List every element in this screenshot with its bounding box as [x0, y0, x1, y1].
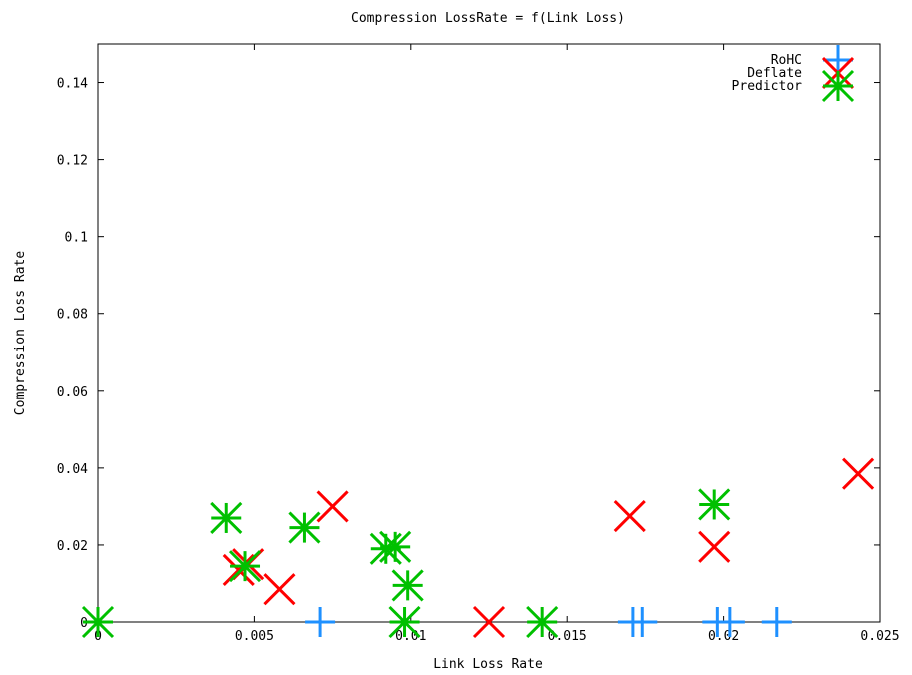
y-tick-label: 0.06	[57, 385, 88, 400]
y-tick-1: 0.02	[57, 539, 880, 554]
y-tick-6: 0.12	[57, 154, 880, 169]
plot-area-frame	[97, 43, 881, 623]
y-tick-2: 0.04	[57, 462, 880, 477]
y-tick-label: 0.02	[57, 539, 88, 554]
x-tick-5: 0.025	[860, 44, 900, 644]
data-point	[613, 499, 646, 533]
x-tick-label: 0.015	[548, 629, 587, 644]
y-tick-label: 0.04	[57, 462, 88, 477]
data-point	[698, 530, 731, 563]
data-point	[210, 501, 243, 535]
y-tick-label: 0.14	[57, 77, 88, 92]
x-tick-4: 0.02	[708, 44, 739, 644]
y-tick-5: 0.1	[65, 231, 880, 246]
y-tick-7: 0.14	[57, 77, 880, 92]
x-tick-label: 0.005	[235, 629, 274, 644]
data-point	[698, 488, 731, 521]
y-tick-3: 0.06	[57, 385, 880, 400]
data-point	[222, 553, 255, 587]
y-tick-4: 0.08	[57, 308, 880, 323]
data-point	[228, 550, 262, 583]
data-point	[305, 607, 336, 637]
series-predictor	[81, 488, 731, 639]
legend-entry-predictor: Predictor	[732, 69, 855, 103]
data-point	[379, 530, 412, 563]
legend-marker	[821, 69, 855, 103]
y-tick-label: 0.1	[65, 231, 88, 246]
data-point	[391, 569, 424, 602]
x-tick-2: 0.01	[395, 44, 426, 644]
data-marks	[81, 457, 875, 639]
data-point	[627, 607, 658, 637]
y-tick-label: 0.08	[57, 308, 88, 323]
chart-title: Compression LossRate = f(Link Loss)	[351, 11, 625, 26]
y-tick-label: 0.12	[57, 154, 88, 169]
data-point	[714, 607, 745, 637]
legend-entry-rohc: RoHC	[771, 45, 853, 75]
series-rohc	[305, 607, 792, 637]
legend-label: Predictor	[732, 79, 803, 94]
data-point	[263, 573, 296, 606]
legend-marker	[823, 45, 853, 75]
data-point	[288, 511, 321, 544]
data-point	[842, 457, 875, 490]
y-axis-label: Compression Loss Rate	[13, 251, 28, 416]
data-point	[388, 605, 421, 639]
axis-ticks: 0 0.005 0.01 0.015 0.02 0.02500.020.040.060.0…	[57, 44, 900, 644]
data-point	[526, 605, 559, 639]
x-tick-label: 0.01	[395, 629, 426, 644]
x-tick-3: 0.015	[548, 44, 587, 644]
data-point	[316, 490, 349, 523]
x-axis-label: Link Loss Rate	[433, 657, 543, 672]
data-point	[81, 605, 115, 639]
legend-label: RoHC	[771, 53, 802, 68]
x-tick-label: 0.025	[860, 629, 899, 644]
data-point	[761, 607, 792, 637]
x-tick-1: 0.005	[235, 44, 274, 644]
data-point	[472, 605, 506, 639]
x-tick-label: 0.02	[708, 629, 739, 644]
y-tick-0: 0	[80, 616, 880, 631]
legend-label: Deflate	[747, 66, 802, 81]
